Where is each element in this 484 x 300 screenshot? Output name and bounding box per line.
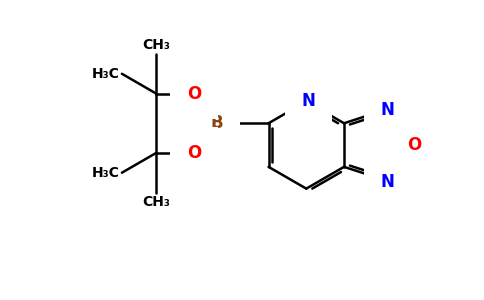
Text: CH₃: CH₃ [142, 194, 170, 208]
Text: O: O [407, 136, 421, 154]
Text: B: B [211, 114, 223, 132]
Text: N: N [380, 101, 394, 119]
Text: H₃C: H₃C [92, 67, 120, 81]
Text: N: N [302, 92, 315, 110]
Text: CH₃: CH₃ [142, 38, 170, 52]
Text: O: O [187, 85, 201, 103]
Text: H₃C: H₃C [92, 166, 120, 180]
Text: O: O [187, 144, 201, 162]
Text: N: N [380, 173, 394, 191]
